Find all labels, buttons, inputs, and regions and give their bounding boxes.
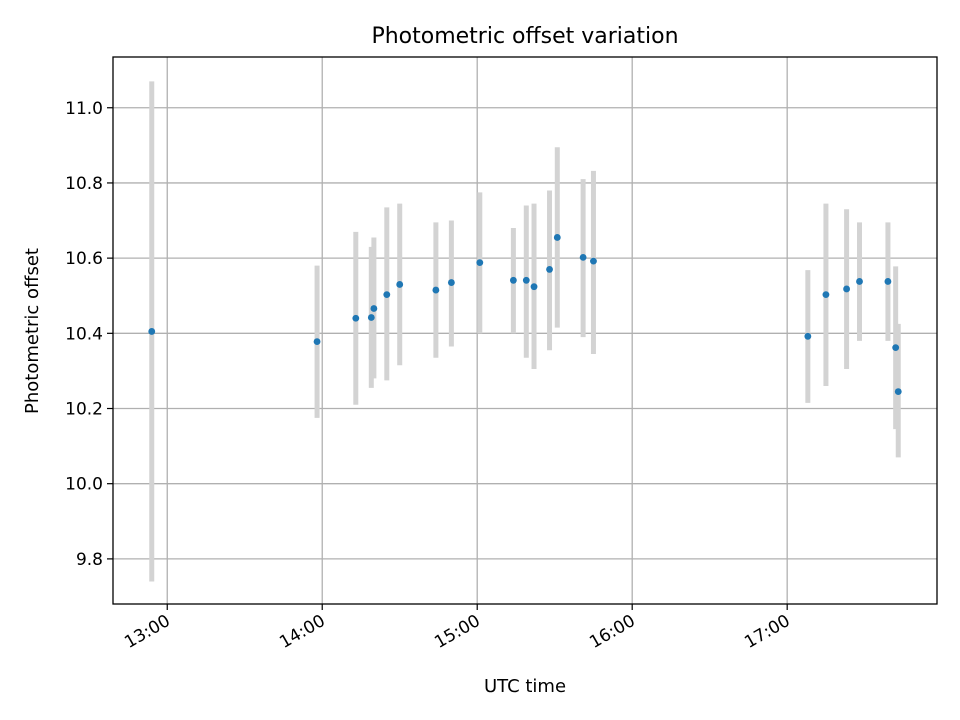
x-tick-label: 15:00: [431, 611, 483, 653]
data-point: [313, 338, 321, 345]
data-point: [804, 332, 812, 340]
y-tick-label: 10.6: [65, 249, 103, 269]
data-point: [579, 253, 587, 261]
y-tick-label: 10.8: [65, 174, 103, 194]
x-tick-label: 13:00: [121, 611, 173, 653]
data-point: [383, 291, 391, 298]
data-point: [447, 279, 455, 286]
data-point: [148, 328, 156, 335]
y-axis-label: Photometric offset: [22, 248, 43, 414]
data-point: [522, 276, 530, 284]
data-point: [476, 259, 484, 267]
x-tick-label: 16:00: [586, 611, 638, 653]
data-point: [856, 278, 863, 285]
y-tick-label: 9.8: [76, 550, 103, 570]
data-point: [822, 291, 830, 298]
data-point: [894, 388, 902, 395]
data-point: [553, 234, 561, 241]
error-bars: [149, 81, 901, 582]
data-point: [884, 278, 892, 285]
x-axis-label: UTC time: [484, 676, 566, 697]
y-tick-label: 11.0: [65, 99, 103, 119]
data-point: [892, 344, 900, 352]
data-point: [509, 276, 517, 284]
x-axis-ticks: 13:00 14:00 15:00 16:00 17:00: [121, 604, 794, 653]
x-tick-label: 17:00: [741, 611, 793, 653]
y-tick-label: 10.2: [65, 400, 103, 420]
y-axis-ticks: 9.8 10.0 10.2 10.4 10.6 10.8 11.0: [65, 99, 113, 570]
data-point: [396, 281, 404, 288]
x-tick-label: 14:00: [276, 611, 328, 653]
chart-title: Photometric offset variation: [371, 24, 678, 49]
y-tick-label: 10.0: [65, 475, 103, 495]
data-point: [352, 314, 360, 322]
data-point: [546, 266, 553, 273]
data-point: [843, 285, 850, 293]
data-point: [590, 257, 597, 265]
data-points: [148, 234, 902, 395]
y-tick-label: 10.4: [65, 324, 103, 344]
data-point: [432, 286, 440, 294]
data-point: [370, 305, 378, 312]
data-point: [367, 314, 375, 321]
data-point: [530, 283, 538, 291]
plot-frame: [112, 56, 938, 605]
